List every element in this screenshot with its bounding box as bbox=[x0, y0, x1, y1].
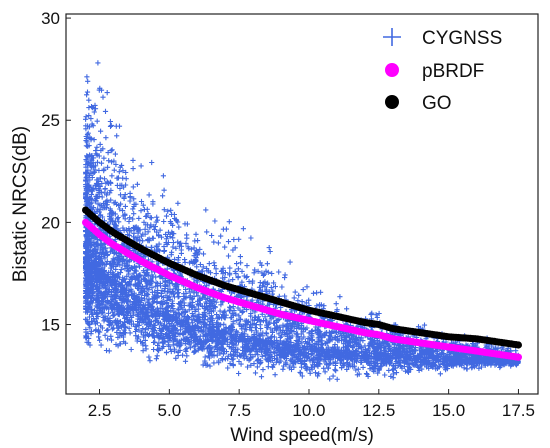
x-tick-label: 12.5 bbox=[362, 401, 395, 420]
y-tick-label: 25 bbox=[41, 111, 60, 130]
legend-marker-cygnss bbox=[383, 28, 401, 46]
cygnss-plus-markers bbox=[83, 60, 521, 382]
x-tick-label: 2.5 bbox=[88, 401, 112, 420]
x-axis-ticks: 2.5 5.0 7.5 10.0 12.5 15.0 17.5 bbox=[88, 389, 535, 420]
x-tick-label: 10.0 bbox=[292, 401, 325, 420]
pbrdf-points bbox=[82, 218, 523, 361]
plot-area-frame bbox=[65, 13, 539, 395]
curve-point bbox=[514, 341, 523, 349]
x-axis-label: Wind speed(m/s) bbox=[230, 425, 374, 446]
y-tick-label: 20 bbox=[41, 213, 60, 232]
x-tick-label: 7.5 bbox=[227, 401, 251, 420]
legend-item-cygnss: CYGNSS bbox=[383, 28, 502, 49]
legend-item-pbrdf: pBRDF bbox=[385, 61, 484, 82]
legend: CYGNSS pBRDF GO bbox=[383, 28, 502, 114]
y-axis-ticks: 15 20 25 30 bbox=[41, 9, 71, 335]
legend-item-go: GO bbox=[385, 93, 452, 114]
legend-label-pbrdf: pBRDF bbox=[422, 61, 484, 82]
go-points bbox=[82, 206, 523, 349]
y-axis-label: Bistatic NRCS(dB) bbox=[10, 126, 31, 282]
y-tick-label: 15 bbox=[41, 316, 60, 335]
x-tick-label: 15.0 bbox=[432, 401, 465, 420]
x-tick-label: 5.0 bbox=[158, 401, 182, 420]
legend-marker-pbrdf bbox=[385, 63, 399, 77]
legend-label-cygnss: CYGNSS bbox=[422, 28, 502, 49]
y-tick-label: 30 bbox=[41, 9, 60, 28]
legend-marker-go bbox=[385, 95, 399, 109]
legend-label-go: GO bbox=[422, 93, 452, 114]
cygnss-points bbox=[83, 60, 521, 382]
curve-point bbox=[514, 353, 523, 361]
x-tick-label: 17.5 bbox=[502, 401, 535, 420]
